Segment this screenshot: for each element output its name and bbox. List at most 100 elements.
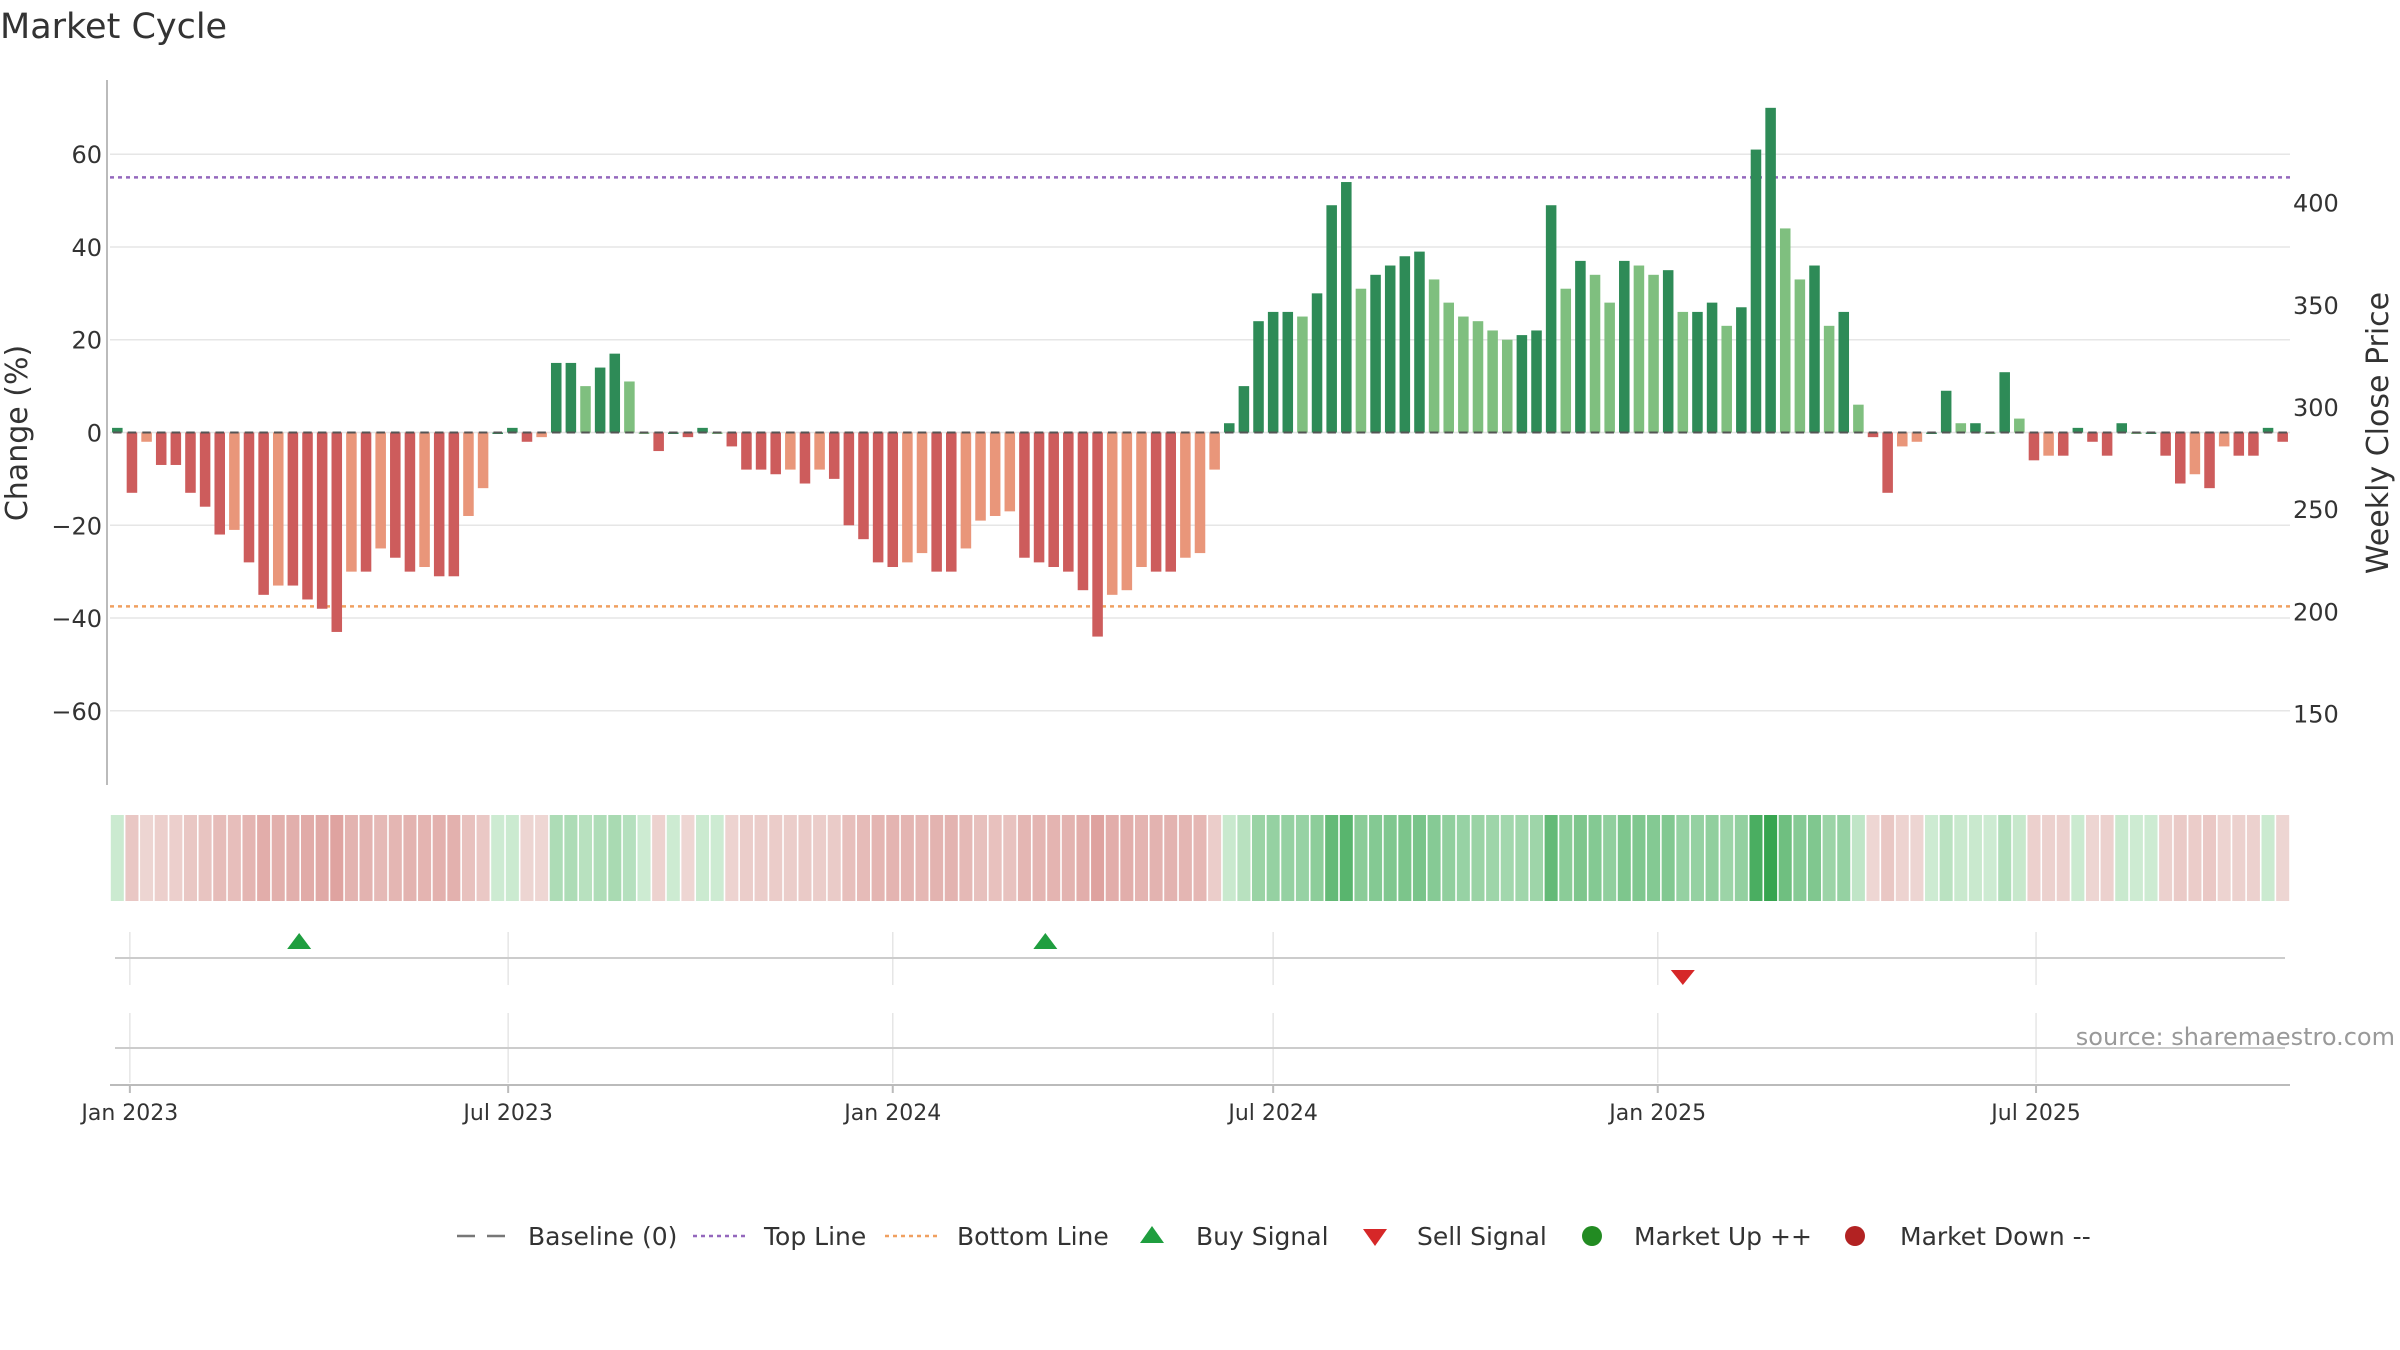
- bar: [126, 432, 138, 493]
- heat-cell: [1500, 815, 1514, 901]
- bar: [1019, 432, 1030, 558]
- bar: [229, 432, 240, 530]
- bar: [536, 432, 547, 438]
- y-tick-label: 20: [71, 327, 102, 355]
- bar: [902, 432, 913, 563]
- bar: [199, 432, 211, 507]
- bar: [1750, 149, 1762, 433]
- heat-cell: [1442, 815, 1456, 901]
- heat-cell: [520, 815, 534, 901]
- heat-cell: [1793, 815, 1807, 901]
- bar: [1736, 307, 1747, 433]
- heat-cell: [2129, 815, 2143, 901]
- bar: [1223, 423, 1235, 433]
- bar: [785, 432, 796, 470]
- heat-cell: [535, 815, 549, 901]
- heat-cell: [593, 815, 607, 901]
- heat-cell: [183, 815, 197, 901]
- bar: [272, 432, 284, 586]
- heat-cell: [1456, 815, 1470, 901]
- bar: [1487, 330, 1498, 433]
- heat-cell: [2173, 815, 2187, 901]
- heat-cell: [1515, 815, 1529, 901]
- heat-cell: [2159, 815, 2173, 901]
- heat-cell: [915, 815, 929, 901]
- bar: [1355, 288, 1367, 433]
- heat-cell: [1486, 815, 1500, 901]
- heat-cell: [1778, 815, 1792, 901]
- heat-cell: [988, 815, 1002, 901]
- x-axis: Jan 2023 Jul 2023 Jan 2024 Jul 2024 Jan 2025…: [79, 1084, 2290, 1126]
- bar: [1838, 311, 1850, 433]
- bar: [1882, 432, 1893, 493]
- bar: [258, 432, 269, 595]
- bar: [1180, 432, 1191, 558]
- heat-cell: [871, 815, 885, 901]
- bar: [477, 432, 489, 489]
- heat-cell: [1851, 815, 1865, 901]
- heat-cell: [315, 815, 329, 901]
- heat-cell: [1427, 815, 1441, 901]
- heat-cell: [125, 815, 139, 901]
- heat-cell: [1807, 815, 1822, 901]
- heat-cell: [2217, 815, 2231, 901]
- heat-cell: [1734, 815, 1748, 901]
- bar: [580, 386, 591, 433]
- bar: [2189, 432, 2201, 475]
- bar: [375, 432, 386, 549]
- bar: [331, 432, 343, 632]
- y-tick-label: 40: [71, 234, 102, 262]
- bar: [2204, 432, 2215, 489]
- heat-cell: [710, 815, 724, 901]
- bar: [463, 432, 474, 516]
- heat-cell: [476, 815, 490, 901]
- bar: [2072, 427, 2084, 433]
- bar: [1545, 205, 1557, 433]
- heat-cell: [1003, 815, 1017, 901]
- bar: [2101, 432, 2113, 456]
- heat-cell: [2276, 815, 2290, 901]
- bar: [946, 432, 957, 572]
- bar: [1106, 432, 1118, 595]
- heat-cell: [2100, 815, 2114, 901]
- bar: [316, 432, 328, 609]
- y2-tick-label: 400: [2293, 190, 2339, 218]
- heat-cell: [271, 815, 285, 901]
- legend-label: Top Line: [763, 1222, 866, 1251]
- bar: [1823, 325, 1835, 433]
- heat-cell: [330, 815, 344, 901]
- heat-cell: [140, 815, 154, 901]
- bar: [1940, 390, 1952, 433]
- heat-cell: [432, 815, 446, 901]
- heat-cell: [2261, 815, 2275, 901]
- heat-cell: [754, 815, 768, 901]
- bar: [799, 432, 811, 484]
- heat-cell: [1266, 815, 1280, 901]
- heat-cell: [1339, 815, 1353, 901]
- heat-cell: [1193, 815, 1207, 901]
- bar: [1955, 423, 1967, 433]
- x-tick-label: Jan 2023: [79, 1101, 178, 1126]
- heat-cell: [1588, 815, 1602, 901]
- bar: [2233, 432, 2245, 456]
- heat-cell: [2042, 815, 2056, 901]
- heat-cell: [1603, 815, 1617, 901]
- heat-cell: [403, 815, 417, 901]
- bar: [1897, 432, 1908, 447]
- y2-tick-label: 350: [2293, 292, 2339, 320]
- heat-cell: [1617, 815, 1631, 901]
- heat-cell: [1149, 815, 1163, 901]
- heat-cell: [1749, 815, 1763, 901]
- heat-cell: [1690, 815, 1704, 901]
- bar: [843, 432, 855, 526]
- heat-cell: [1954, 815, 1968, 901]
- bar: [2116, 423, 2128, 433]
- bar: [1589, 274, 1601, 433]
- heat-cell: [666, 815, 680, 901]
- bar: [2057, 432, 2069, 456]
- heat-cell: [447, 815, 461, 901]
- bar: [112, 427, 123, 433]
- bar: [1238, 386, 1250, 433]
